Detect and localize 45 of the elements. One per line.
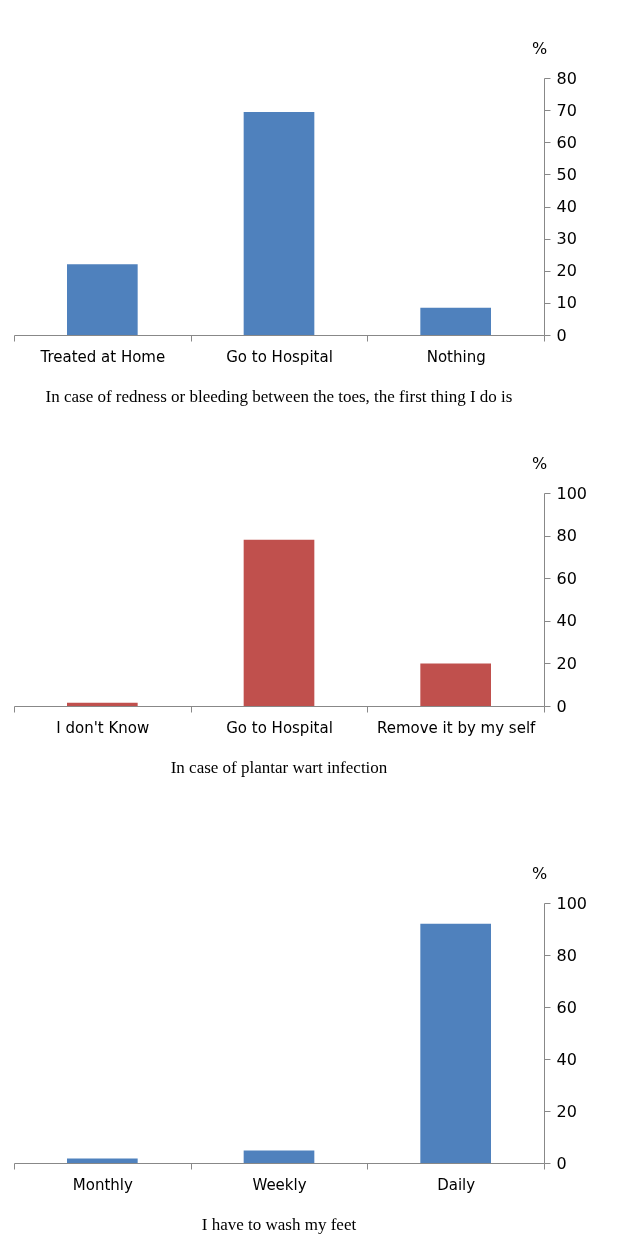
x-tick-label: Monthly (72, 1175, 133, 1194)
bar (420, 923, 491, 1163)
x-tick-label: Nothing (426, 347, 486, 366)
y-tick-label: 50 (556, 164, 577, 184)
y-tick-label: 40 (556, 197, 577, 216)
bar (67, 1158, 138, 1163)
y-tick-label: 40 (556, 611, 577, 631)
x-tick-label: Remove it by my self (376, 718, 537, 737)
y-tick-label: 100 (556, 483, 588, 503)
y-axis-title: % (531, 38, 548, 58)
y-axis-title: % (531, 453, 548, 473)
text: In case of plantar wart infection (170, 758, 388, 777)
y-tick-label: 80 (556, 68, 577, 88)
x-tick-label: Daily (437, 1175, 476, 1194)
x-tick-label: Go to Hospital (226, 347, 333, 366)
y-tick-label: 100 (556, 893, 588, 913)
bar (243, 539, 315, 706)
x-tick-label: Treated at Home (39, 347, 166, 366)
bar (67, 264, 138, 335)
y-tick-label: 10 (556, 293, 577, 313)
y-tick-label: 70 (556, 100, 577, 120)
x-tick-label: Weekly (252, 1175, 307, 1194)
y-tick-label: 0 (556, 325, 567, 345)
bar (67, 702, 138, 706)
text: In case of redness or bleeding between the toes, the first thing I do is (45, 387, 513, 406)
y-axis-title: % (531, 863, 548, 883)
y-tick-label: 20 (556, 653, 577, 673)
bar (243, 1150, 315, 1163)
x-tick-label: Go to Hospital (226, 718, 333, 737)
y-tick-label: 60 (556, 568, 577, 588)
x-tick-label: I don't Know (56, 718, 150, 737)
y-tick-label: 80 (556, 945, 577, 965)
y-tick-label: 20 (556, 1101, 577, 1121)
y-tick-label: 30 (556, 229, 577, 249)
bar (420, 307, 491, 335)
y-tick-label: 80 (556, 526, 577, 546)
y-tick-label: 0 (556, 696, 567, 716)
text: I have to wash my feet (201, 1215, 357, 1234)
y-tick-label: 0 (556, 1153, 567, 1173)
y-tick-label: 40 (556, 1049, 577, 1069)
y-tick-label: 60 (556, 132, 577, 152)
y-tick-label: 60 (556, 997, 577, 1017)
y-tick-label: 20 (556, 261, 577, 281)
bar (420, 663, 491, 706)
bar (243, 112, 315, 335)
